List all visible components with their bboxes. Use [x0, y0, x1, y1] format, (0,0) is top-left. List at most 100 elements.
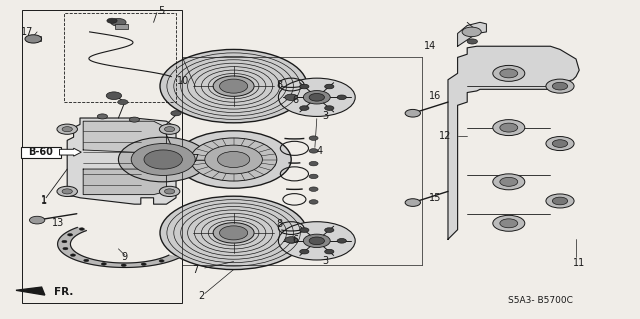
- Circle shape: [309, 149, 318, 153]
- Text: 10: 10: [177, 76, 189, 86]
- Polygon shape: [83, 121, 166, 153]
- Circle shape: [25, 35, 42, 43]
- Circle shape: [462, 27, 481, 37]
- Bar: [115, 24, 128, 29]
- Circle shape: [337, 95, 346, 100]
- Circle shape: [62, 127, 72, 132]
- Circle shape: [111, 19, 126, 26]
- Circle shape: [300, 84, 309, 89]
- Text: 16: 16: [429, 91, 442, 101]
- Circle shape: [160, 196, 307, 270]
- Circle shape: [303, 91, 330, 104]
- Circle shape: [309, 136, 318, 140]
- Circle shape: [84, 259, 89, 262]
- Text: 3: 3: [322, 256, 328, 266]
- Circle shape: [309, 93, 324, 101]
- Circle shape: [62, 240, 67, 243]
- Circle shape: [118, 100, 128, 105]
- Circle shape: [164, 189, 175, 194]
- Circle shape: [121, 264, 126, 266]
- Text: B-60: B-60: [29, 147, 53, 157]
- Circle shape: [467, 39, 477, 44]
- Circle shape: [405, 199, 420, 206]
- Circle shape: [278, 78, 355, 116]
- Circle shape: [118, 137, 208, 182]
- Circle shape: [79, 228, 84, 230]
- Circle shape: [176, 131, 291, 188]
- Circle shape: [213, 76, 254, 96]
- Circle shape: [493, 120, 525, 136]
- Circle shape: [159, 260, 164, 262]
- Text: 15: 15: [429, 193, 442, 203]
- Circle shape: [405, 109, 420, 117]
- Circle shape: [287, 95, 296, 100]
- Circle shape: [159, 186, 180, 197]
- Polygon shape: [448, 46, 579, 239]
- Text: 8: 8: [276, 219, 283, 229]
- Circle shape: [141, 263, 147, 265]
- Circle shape: [213, 223, 254, 243]
- Text: 14: 14: [424, 41, 436, 51]
- Circle shape: [107, 18, 117, 23]
- Circle shape: [303, 234, 330, 248]
- Text: 17: 17: [20, 27, 33, 37]
- Circle shape: [300, 228, 309, 232]
- Circle shape: [220, 226, 248, 240]
- Circle shape: [164, 127, 175, 132]
- Circle shape: [493, 65, 525, 81]
- Circle shape: [205, 145, 262, 174]
- Text: 7: 7: [192, 154, 198, 165]
- Circle shape: [309, 174, 318, 179]
- Circle shape: [106, 92, 122, 100]
- Text: 6: 6: [292, 235, 299, 245]
- Bar: [64, 13, 176, 102]
- Circle shape: [309, 237, 324, 245]
- Text: 9: 9: [122, 252, 128, 262]
- Text: 13: 13: [51, 218, 64, 228]
- Circle shape: [300, 249, 309, 254]
- Circle shape: [285, 94, 298, 100]
- Circle shape: [300, 106, 309, 110]
- Circle shape: [337, 239, 346, 243]
- Text: 7: 7: [192, 264, 198, 275]
- Circle shape: [546, 194, 574, 208]
- Circle shape: [552, 197, 568, 205]
- Text: 12: 12: [438, 130, 451, 141]
- Text: 2: 2: [198, 291, 205, 301]
- Text: 3: 3: [322, 111, 328, 121]
- Text: 1: 1: [40, 195, 47, 205]
- Circle shape: [129, 117, 140, 122]
- Circle shape: [500, 123, 518, 132]
- Circle shape: [493, 174, 525, 190]
- Text: 4: 4: [317, 145, 323, 156]
- Circle shape: [70, 254, 76, 256]
- Circle shape: [287, 239, 296, 243]
- Circle shape: [62, 189, 72, 194]
- Circle shape: [159, 124, 180, 134]
- Circle shape: [63, 247, 68, 250]
- Text: 6: 6: [292, 94, 299, 105]
- Text: 8: 8: [276, 80, 283, 90]
- Bar: [27, 36, 41, 41]
- Circle shape: [324, 106, 334, 110]
- Circle shape: [309, 161, 318, 166]
- Circle shape: [278, 222, 355, 260]
- Circle shape: [500, 177, 518, 186]
- Circle shape: [57, 124, 77, 134]
- Circle shape: [131, 144, 195, 175]
- Polygon shape: [58, 227, 179, 267]
- FancyBboxPatch shape: [21, 147, 61, 158]
- FancyArrow shape: [60, 148, 81, 156]
- Circle shape: [101, 263, 106, 265]
- Circle shape: [324, 249, 334, 254]
- Circle shape: [500, 219, 518, 228]
- Circle shape: [285, 237, 298, 243]
- Circle shape: [546, 137, 574, 151]
- Text: S5A3- B5700C: S5A3- B5700C: [508, 296, 573, 305]
- Circle shape: [160, 49, 307, 123]
- Polygon shape: [67, 118, 176, 204]
- Circle shape: [220, 79, 248, 93]
- Circle shape: [171, 111, 181, 116]
- Circle shape: [309, 187, 318, 191]
- Circle shape: [191, 138, 277, 181]
